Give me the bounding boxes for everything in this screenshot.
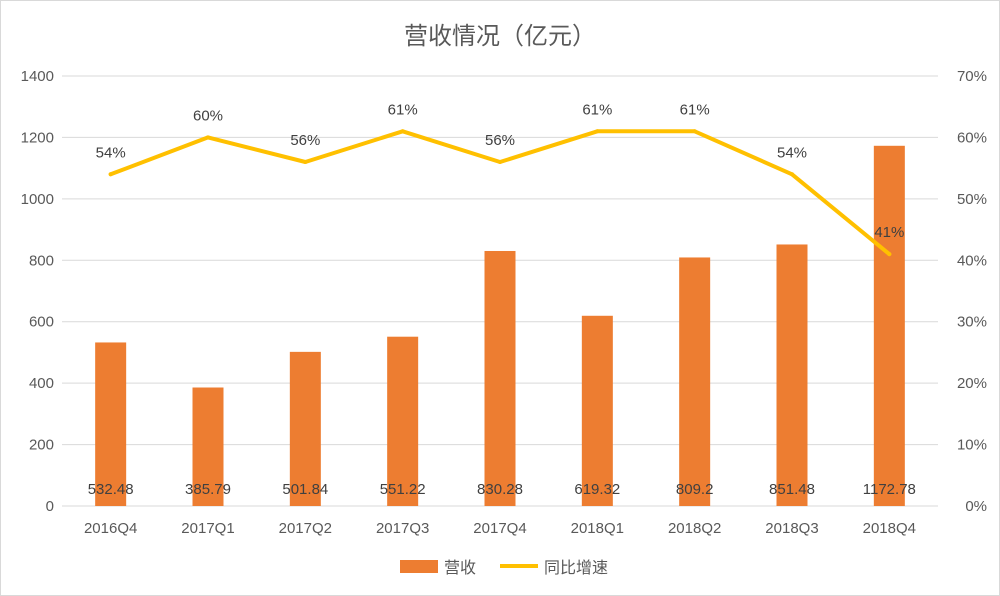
- point-growth: [400, 129, 405, 134]
- x-tick-label: 2018Q3: [765, 520, 818, 537]
- bar-revenue: [581, 315, 613, 506]
- bar-revenue: [95, 342, 127, 506]
- bar-revenue: [289, 351, 321, 506]
- legend-swatch-revenue: [400, 560, 438, 573]
- y-left-tick-label: 400: [29, 375, 54, 392]
- data-label-revenue: 851.48: [769, 481, 815, 498]
- y-right-tick-label: 40%: [957, 252, 987, 269]
- data-label-revenue: 532.48: [88, 481, 134, 498]
- x-tick-label: 2017Q3: [376, 520, 429, 537]
- x-tick-label: 2016Q4: [84, 520, 137, 537]
- point-growth: [790, 172, 794, 177]
- y-right-tick-label: 60%: [957, 129, 987, 146]
- line-series: [108, 129, 892, 257]
- x-tick-label: 2018Q4: [863, 520, 916, 537]
- x-tick-label: 2017Q2: [279, 520, 332, 537]
- data-label-growth: 54%: [96, 144, 126, 161]
- y-left-tick-label: 1200: [21, 129, 54, 146]
- data-label-revenue: 619.32: [574, 481, 620, 498]
- data-label-growth: 61%: [680, 101, 710, 118]
- data-label-revenue: 1172.78: [863, 481, 916, 498]
- data-label-growth: 41%: [874, 224, 904, 241]
- bar-revenue: [776, 244, 808, 506]
- labels: 0 0% 200 10% 400 20% 600 30% 800 40% 1000 50% 1200 60…: [21, 68, 987, 537]
- y-left-tick-label: 800: [29, 252, 54, 269]
- data-label-growth: 56%: [485, 132, 515, 149]
- y-right-tick-label: 30%: [957, 314, 987, 331]
- y-right-tick-label: 70%: [957, 68, 987, 85]
- y-left-tick-label: 600: [29, 314, 54, 331]
- bar-series: [95, 145, 905, 506]
- data-label-revenue: 551.22: [380, 481, 426, 498]
- data-label-growth: 56%: [290, 132, 320, 149]
- y-left-tick-label: 0: [46, 498, 54, 515]
- x-tick-label: 2018Q1: [571, 520, 624, 537]
- legend: 营收 同比增速: [400, 558, 608, 577]
- data-label-growth: 54%: [777, 144, 807, 161]
- y-right-tick-label: 50%: [957, 191, 987, 208]
- point-growth: [887, 252, 892, 257]
- line-growth: [108, 129, 892, 257]
- legend-label-revenue: 营收: [444, 558, 476, 577]
- bar-revenue: [192, 387, 224, 506]
- data-label-growth: 61%: [388, 101, 418, 118]
- chart-title: 营收情况（亿元）: [404, 22, 596, 50]
- bar-revenue: [484, 250, 516, 506]
- y-right-tick-label: 20%: [957, 375, 987, 392]
- point-growth: [595, 129, 600, 134]
- data-label-growth: 61%: [582, 101, 612, 118]
- x-tick-label: 2017Q4: [473, 520, 526, 537]
- bar-revenue: [387, 336, 419, 506]
- y-left-tick-label: 1000: [21, 191, 54, 208]
- x-tick-label: 2018Q2: [668, 520, 721, 537]
- data-label-revenue: 809.2: [676, 481, 714, 498]
- data-label-growth: 60%: [193, 107, 223, 124]
- y-right-tick-label: 0%: [965, 498, 987, 515]
- data-label-revenue: 830.28: [477, 481, 523, 498]
- point-growth: [303, 160, 308, 164]
- legend-label-growth: 同比增速: [544, 558, 608, 577]
- bar-revenue: [679, 257, 711, 506]
- data-label-revenue: 501.84: [282, 481, 328, 498]
- y-left-tick-label: 1400: [21, 68, 54, 85]
- bar-revenue: [873, 145, 905, 506]
- x-tick-label: 2017Q1: [181, 520, 234, 537]
- data-label-revenue: 385.79: [185, 481, 231, 498]
- y-left-tick-label: 200: [29, 437, 54, 454]
- point-growth: [206, 135, 210, 140]
- y-right-tick-label: 10%: [957, 437, 987, 454]
- point-growth: [692, 129, 697, 134]
- point-growth: [108, 172, 113, 177]
- point-growth: [498, 160, 502, 164]
